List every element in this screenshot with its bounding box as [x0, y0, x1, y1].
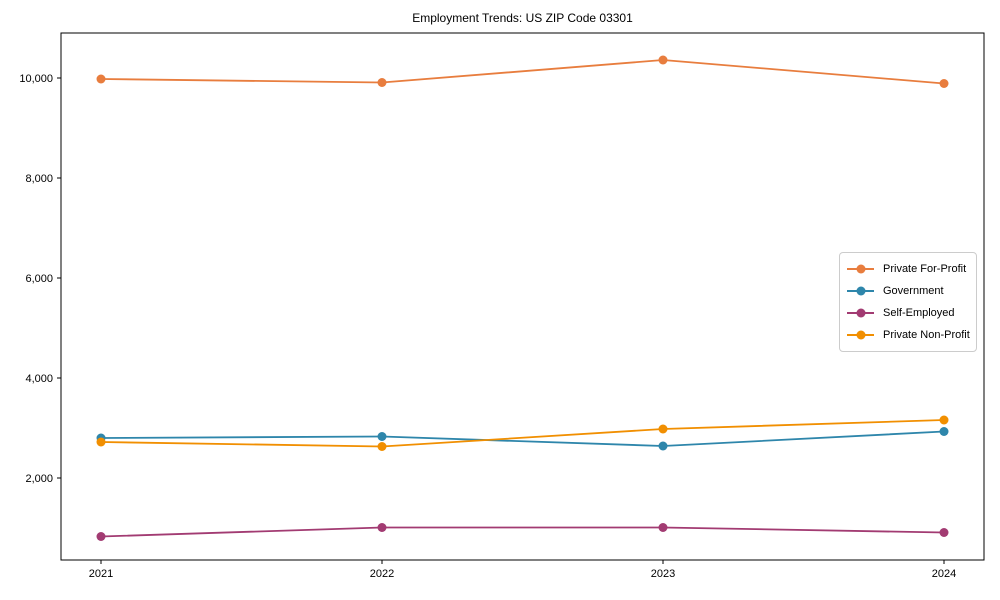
chart-title: Employment Trends: US ZIP Code 03301 — [412, 11, 633, 25]
data-point-marker — [939, 415, 949, 425]
legend-item: Private Non-Profit — [847, 324, 970, 346]
series-line — [100, 430, 945, 447]
data-point-marker — [658, 441, 668, 451]
legend-item: Self-Employed — [847, 302, 968, 324]
legend-label: Self-Employed — [883, 307, 955, 319]
data-point-marker — [377, 523, 387, 532]
legend-item: Government — [847, 280, 968, 302]
data-point-marker — [96, 437, 106, 447]
legend-dot-icon — [856, 264, 865, 274]
y-tick-label: 10,000 — [19, 73, 53, 85]
data-point-marker — [658, 424, 668, 434]
legend: Private For-Profit Government Self-Employe… — [839, 252, 977, 352]
legend-label: Private For-Profit — [883, 263, 967, 275]
legend-line-marker-icon — [847, 330, 874, 340]
data-point-marker — [658, 55, 668, 65]
y-tick-label: 8,000 — [25, 173, 53, 185]
legend-line-marker-icon — [847, 308, 874, 318]
x-tick-label: 2023 — [651, 568, 675, 580]
legend-label: Government — [883, 285, 944, 297]
y-tick-label: 6,000 — [25, 273, 53, 285]
data-point-marker — [96, 74, 106, 84]
x-tick-label: 2021 — [89, 568, 113, 580]
legend-line-marker-icon — [847, 264, 874, 274]
plot-spines — [60, 32, 985, 561]
data-point-marker — [939, 528, 949, 537]
series-line — [100, 526, 945, 538]
series-line — [100, 59, 945, 85]
data-point-marker — [939, 79, 949, 88]
series-line — [100, 419, 945, 448]
legend-item: Private For-Profit — [847, 258, 968, 280]
x-tick-label: 2024 — [932, 568, 956, 580]
legend-dot-icon — [856, 308, 865, 318]
data-point-marker — [377, 432, 387, 441]
legend-line-marker-icon — [847, 286, 874, 296]
data-point-marker — [96, 532, 106, 541]
data-point-marker — [658, 523, 668, 532]
legend-dot-icon — [856, 286, 865, 296]
data-point-marker — [377, 442, 387, 451]
y-tick-label: 4,000 — [25, 373, 53, 385]
y-tick-label: 2,000 — [25, 473, 53, 485]
data-point-marker — [377, 78, 387, 87]
legend-label: Private Non-Profit — [883, 329, 970, 341]
data-point-marker — [939, 427, 949, 436]
x-tick-label: 2022 — [370, 568, 394, 580]
legend-dot-icon — [856, 330, 865, 340]
